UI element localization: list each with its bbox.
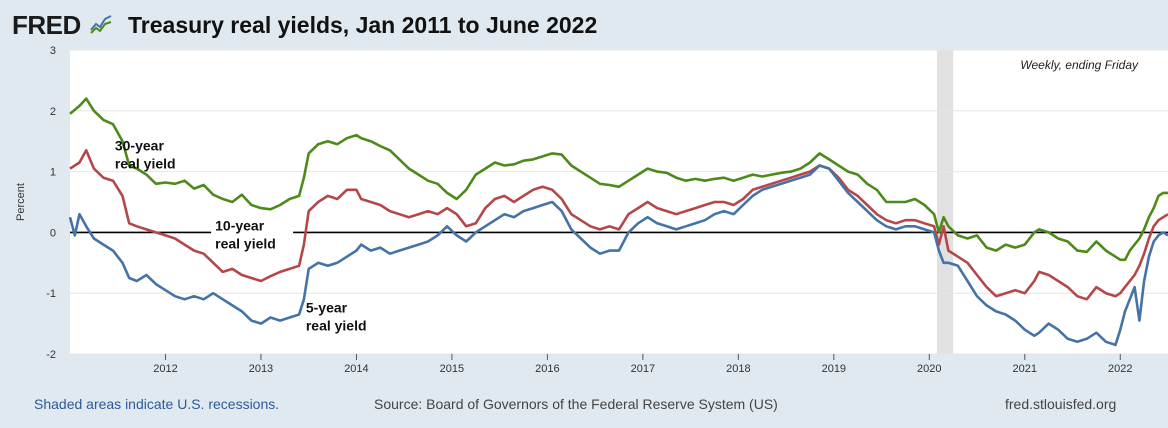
site-link[interactable]: fred.stlouisfed.org	[1005, 396, 1117, 412]
x-tick-label: 2016	[535, 363, 559, 375]
x-tick-label: 2015	[440, 363, 464, 375]
x-tick-label: 2018	[726, 363, 750, 375]
series-label-10yr: real yield	[215, 236, 276, 252]
series-labels: 30-year real yield 10-year real yield 5-year…	[115, 137, 367, 333]
recession-band-0	[936, 50, 954, 354]
series-label-5yr: 5-year	[306, 300, 348, 316]
chart-header: FRED Treasury real yields, Jan 2011 to J…	[0, 0, 1168, 46]
source-note: Source: Board of Governors of the Federa…	[374, 396, 778, 412]
x-tick-label: 2020	[917, 363, 941, 375]
chart-footer: Shaded areas indicate U.S. recessions. S…	[0, 394, 1168, 418]
y-axis: 3 2 1 0 -1 -2	[46, 45, 56, 361]
x-tick-label: 2014	[344, 363, 368, 375]
y-tick-label: -1	[46, 288, 56, 300]
recession-note: Shaded areas indicate U.S. recessions.	[34, 396, 280, 412]
10-year-real-yield-line	[69, 149, 1168, 301]
series-label-30yr: 30-year	[115, 137, 165, 153]
y-tick-label: 3	[50, 45, 56, 57]
5-year-real-yield-line	[68, 164, 1168, 347]
x-tick-label: 2012	[153, 363, 177, 375]
x-tick-label: 2017	[631, 363, 655, 375]
series-lines	[68, 97, 1168, 347]
series-label-bg	[211, 216, 294, 253]
y-axis-label: Percent	[15, 183, 27, 221]
y-tick-label: 2	[50, 106, 56, 118]
x-axis: 2012 2013 2014 2015 2016 2017 2018 2019 2020 2021…	[153, 354, 1133, 375]
x-tick-label: 2013	[249, 363, 273, 375]
y-tick-label: -2	[46, 349, 56, 361]
x-tick-label: 2021	[1013, 363, 1037, 375]
y-tick-label: 1	[50, 167, 56, 179]
x-tick-label: 2022	[1108, 363, 1132, 375]
series-label-5yr: real yield	[306, 318, 367, 334]
y-tick-label: 0	[50, 227, 56, 239]
series-label-10yr: 10-year	[215, 218, 265, 234]
frequency-annotation: Weekly, ending Friday	[1020, 58, 1139, 72]
series-label-30yr: real yield	[115, 155, 176, 171]
x-tick-label: 2019	[822, 363, 846, 375]
30-year-real-yield-line	[69, 97, 1168, 262]
fred-logo[interactable]: FRED	[12, 10, 81, 40]
fred-chart-icon	[90, 12, 112, 34]
chart-title: Treasury real yields, Jan 2011 to June 2…	[128, 12, 598, 38]
recession-bands	[936, 50, 954, 354]
